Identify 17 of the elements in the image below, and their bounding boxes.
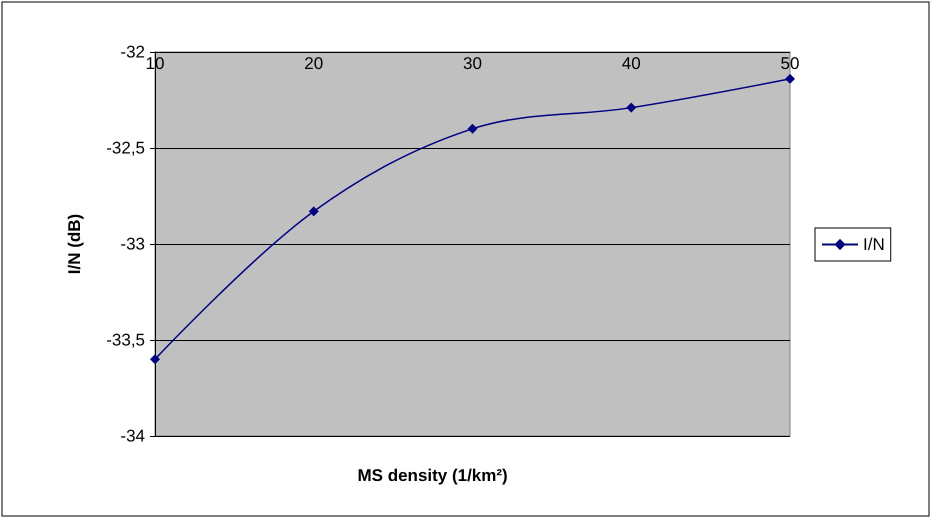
- point: [308, 206, 319, 216]
- point: [150, 354, 160, 364]
- x-tick-label: 20: [304, 54, 324, 73]
- x-tick-label: 40: [622, 54, 641, 73]
- y-tick-label: -32: [120, 42, 145, 62]
- x-axis-title: MS density (1/km²): [358, 466, 508, 485]
- y-axis-title: I/N (dB): [65, 214, 84, 274]
- y-tick-label: -33,5: [106, 330, 145, 350]
- y-tick-label: -34: [120, 426, 145, 446]
- point: [626, 102, 636, 113]
- y-tick-label: -33: [120, 234, 145, 254]
- x-tick-label: 30: [463, 54, 482, 73]
- legend-label: I/N: [863, 235, 885, 254]
- x-tick-label: 50: [780, 54, 800, 73]
- point: [785, 74, 795, 84]
- y-tick-label: -32,5: [106, 138, 145, 158]
- point: [468, 124, 478, 134]
